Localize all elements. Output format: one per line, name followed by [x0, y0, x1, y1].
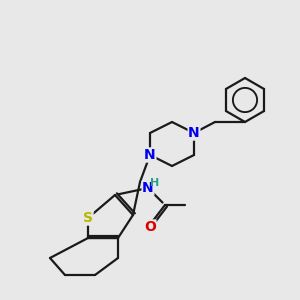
- Text: N: N: [144, 148, 156, 162]
- Text: N: N: [188, 126, 200, 140]
- Text: N: N: [142, 181, 154, 195]
- Text: S: S: [83, 211, 93, 225]
- Text: O: O: [144, 220, 156, 234]
- Text: H: H: [150, 178, 160, 188]
